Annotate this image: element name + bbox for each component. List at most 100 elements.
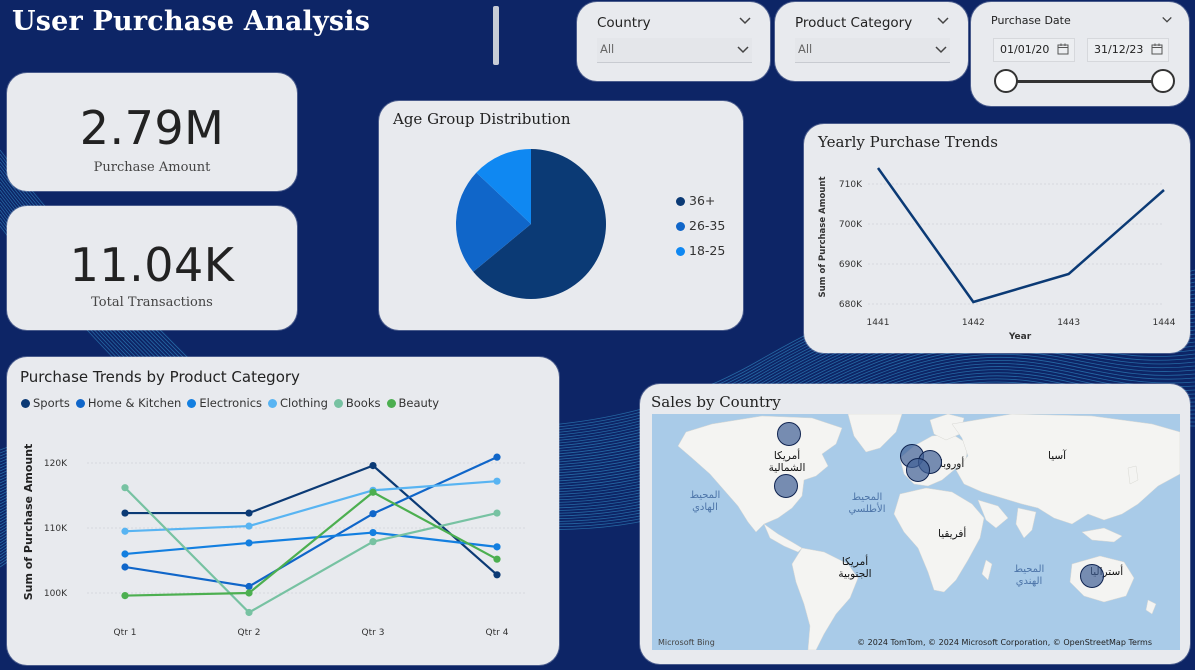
legend-item[interactable]: Clothing [268,396,328,410]
legend-label: Books [345,396,381,410]
chevron-down-icon [935,46,947,54]
sales-bubble-france[interactable] [906,458,930,482]
data-point[interactable] [369,488,377,496]
map-title: Sales by Country [651,393,781,411]
x-tick-label: 1442 [962,318,985,328]
data-point[interactable] [245,509,253,517]
sales-bubble-usa[interactable] [774,474,798,498]
country-filter[interactable]: Country All [577,2,770,81]
data-point[interactable] [121,592,129,600]
purchase-amount-value: 2.79M [79,101,225,155]
category-trend-card: Purchase Trends by Product Category Spor… [7,357,559,665]
legend-item-26-35[interactable]: 26-35 [676,218,725,233]
x-tick-label: 1444 [1153,318,1176,328]
purchase-amount-card: 2.79M Purchase Amount [7,73,297,191]
series-line-beauty[interactable] [124,490,498,597]
transactions-value: 11.04K [69,238,235,292]
date-slider-track[interactable] [1005,80,1159,83]
legend-item[interactable]: Books [333,396,381,410]
legend-label: Beauty [398,396,440,410]
yearly-line-chart[interactable]: Sum of Purchase Amount Year 710K 700K 690K… [804,124,1190,353]
calendar-icon[interactable] [1057,43,1069,55]
y-tick-label: 680K [839,300,863,310]
legend-item[interactable]: Home & Kitchen [75,396,182,410]
pie-slice-1[interactable] [473,149,606,299]
y-tick-label: 110K [44,524,68,534]
data-point[interactable] [121,550,129,558]
country-dropdown[interactable]: All [597,38,752,63]
series-line-sports[interactable] [125,464,498,576]
pie-slice-3[interactable] [476,149,531,224]
data-point[interactable] [121,509,129,517]
date-slider-end-handle[interactable] [1151,69,1175,93]
chevron-down-icon[interactable] [738,14,752,28]
sales-bubble-australia[interactable] [1080,564,1104,588]
date-filter[interactable]: Purchase Date 01/01/20 31/12/23 [971,2,1189,106]
data-point[interactable] [245,582,253,591]
data-point[interactable] [493,453,501,461]
data-point[interactable] [493,477,501,485]
legend-item-36-plus[interactable]: 36+ [676,193,715,208]
legend-item[interactable]: Sports [21,396,70,410]
age-pie-chart[interactable] [455,148,607,300]
data-point[interactable] [493,543,501,551]
data-point[interactable] [369,538,377,546]
data-point[interactable] [121,484,129,492]
world-map[interactable]: أمريكا الشمالية أمريكا الجنوبية أوروبا آ… [652,414,1180,650]
category-line-chart[interactable]: Sum of Purchase Amount 120K 110K 100K Qtr 1… [7,357,559,665]
data-point[interactable] [245,589,253,597]
label-south-america: أمريكا الجنوبية [838,556,872,580]
legend-dot [386,399,396,408]
legend-label: 26-35 [689,218,726,233]
legend-item[interactable]: Electronics [187,396,262,410]
legend-dot [676,222,685,231]
yearly-series-line[interactable] [876,167,1165,304]
page-title: User Purchase Analysis [12,6,371,37]
series-line-electronics[interactable] [124,531,498,556]
label-pacific: المحيط الهادي [689,490,721,513]
data-point[interactable] [369,462,377,470]
label-asia: آسيا [1048,450,1067,462]
legend-dot [75,399,85,408]
pie-slice-2[interactable] [456,172,531,272]
label-indian: المحيط الهندي [1013,564,1045,587]
data-point[interactable] [369,510,377,518]
series-line-clothing[interactable] [124,480,498,533]
data-point[interactable] [245,539,253,547]
x-axis-title: Year [1008,332,1032,342]
x-tick-label: Qtr 2 [238,628,261,638]
end-date-input[interactable]: 31/12/23 [1087,38,1169,62]
data-point[interactable] [121,527,129,535]
legend-dot [268,399,278,408]
legend-dot [676,247,685,256]
start-date-value: 01/01/20 [1000,43,1050,56]
map-attribution[interactable]: © 2024 TomTom, © 2024 Microsoft Corporat… [857,638,1152,647]
category-dropdown-value: All [798,42,813,56]
data-point[interactable] [493,509,501,517]
data-point[interactable] [121,563,129,571]
series-line-home-kitchen[interactable] [124,456,498,588]
date-slider-start-handle[interactable] [994,69,1018,93]
category-filter[interactable]: Product Category All [775,2,968,81]
legend-label: Home & Kitchen [87,396,182,410]
legend-item-18-25[interactable]: 18-25 [676,243,725,258]
y-axis-title: Sum of Purchase Amount [22,444,35,601]
chevron-down-icon[interactable] [936,14,950,28]
label-north-america: أمريكا الشمالية [768,450,806,474]
data-point[interactable] [493,555,501,563]
country-dropdown-value: All [600,42,615,56]
legend-dot [333,399,343,408]
sales-bubble-canada[interactable] [777,422,801,446]
series-line-books[interactable] [124,486,498,614]
start-date-input[interactable]: 01/01/20 [993,38,1075,62]
x-tick-label: 1443 [1057,318,1080,328]
data-point[interactable] [245,522,253,530]
data-point[interactable] [245,608,253,617]
category-dropdown[interactable]: All [795,38,950,63]
data-point[interactable] [369,528,377,537]
chevron-down-icon[interactable] [1161,14,1173,26]
legend-item[interactable]: Beauty [386,396,440,410]
data-point[interactable] [493,571,501,579]
calendar-icon[interactable] [1151,43,1163,55]
category-chart-title: Purchase Trends by Product Category [20,368,300,386]
